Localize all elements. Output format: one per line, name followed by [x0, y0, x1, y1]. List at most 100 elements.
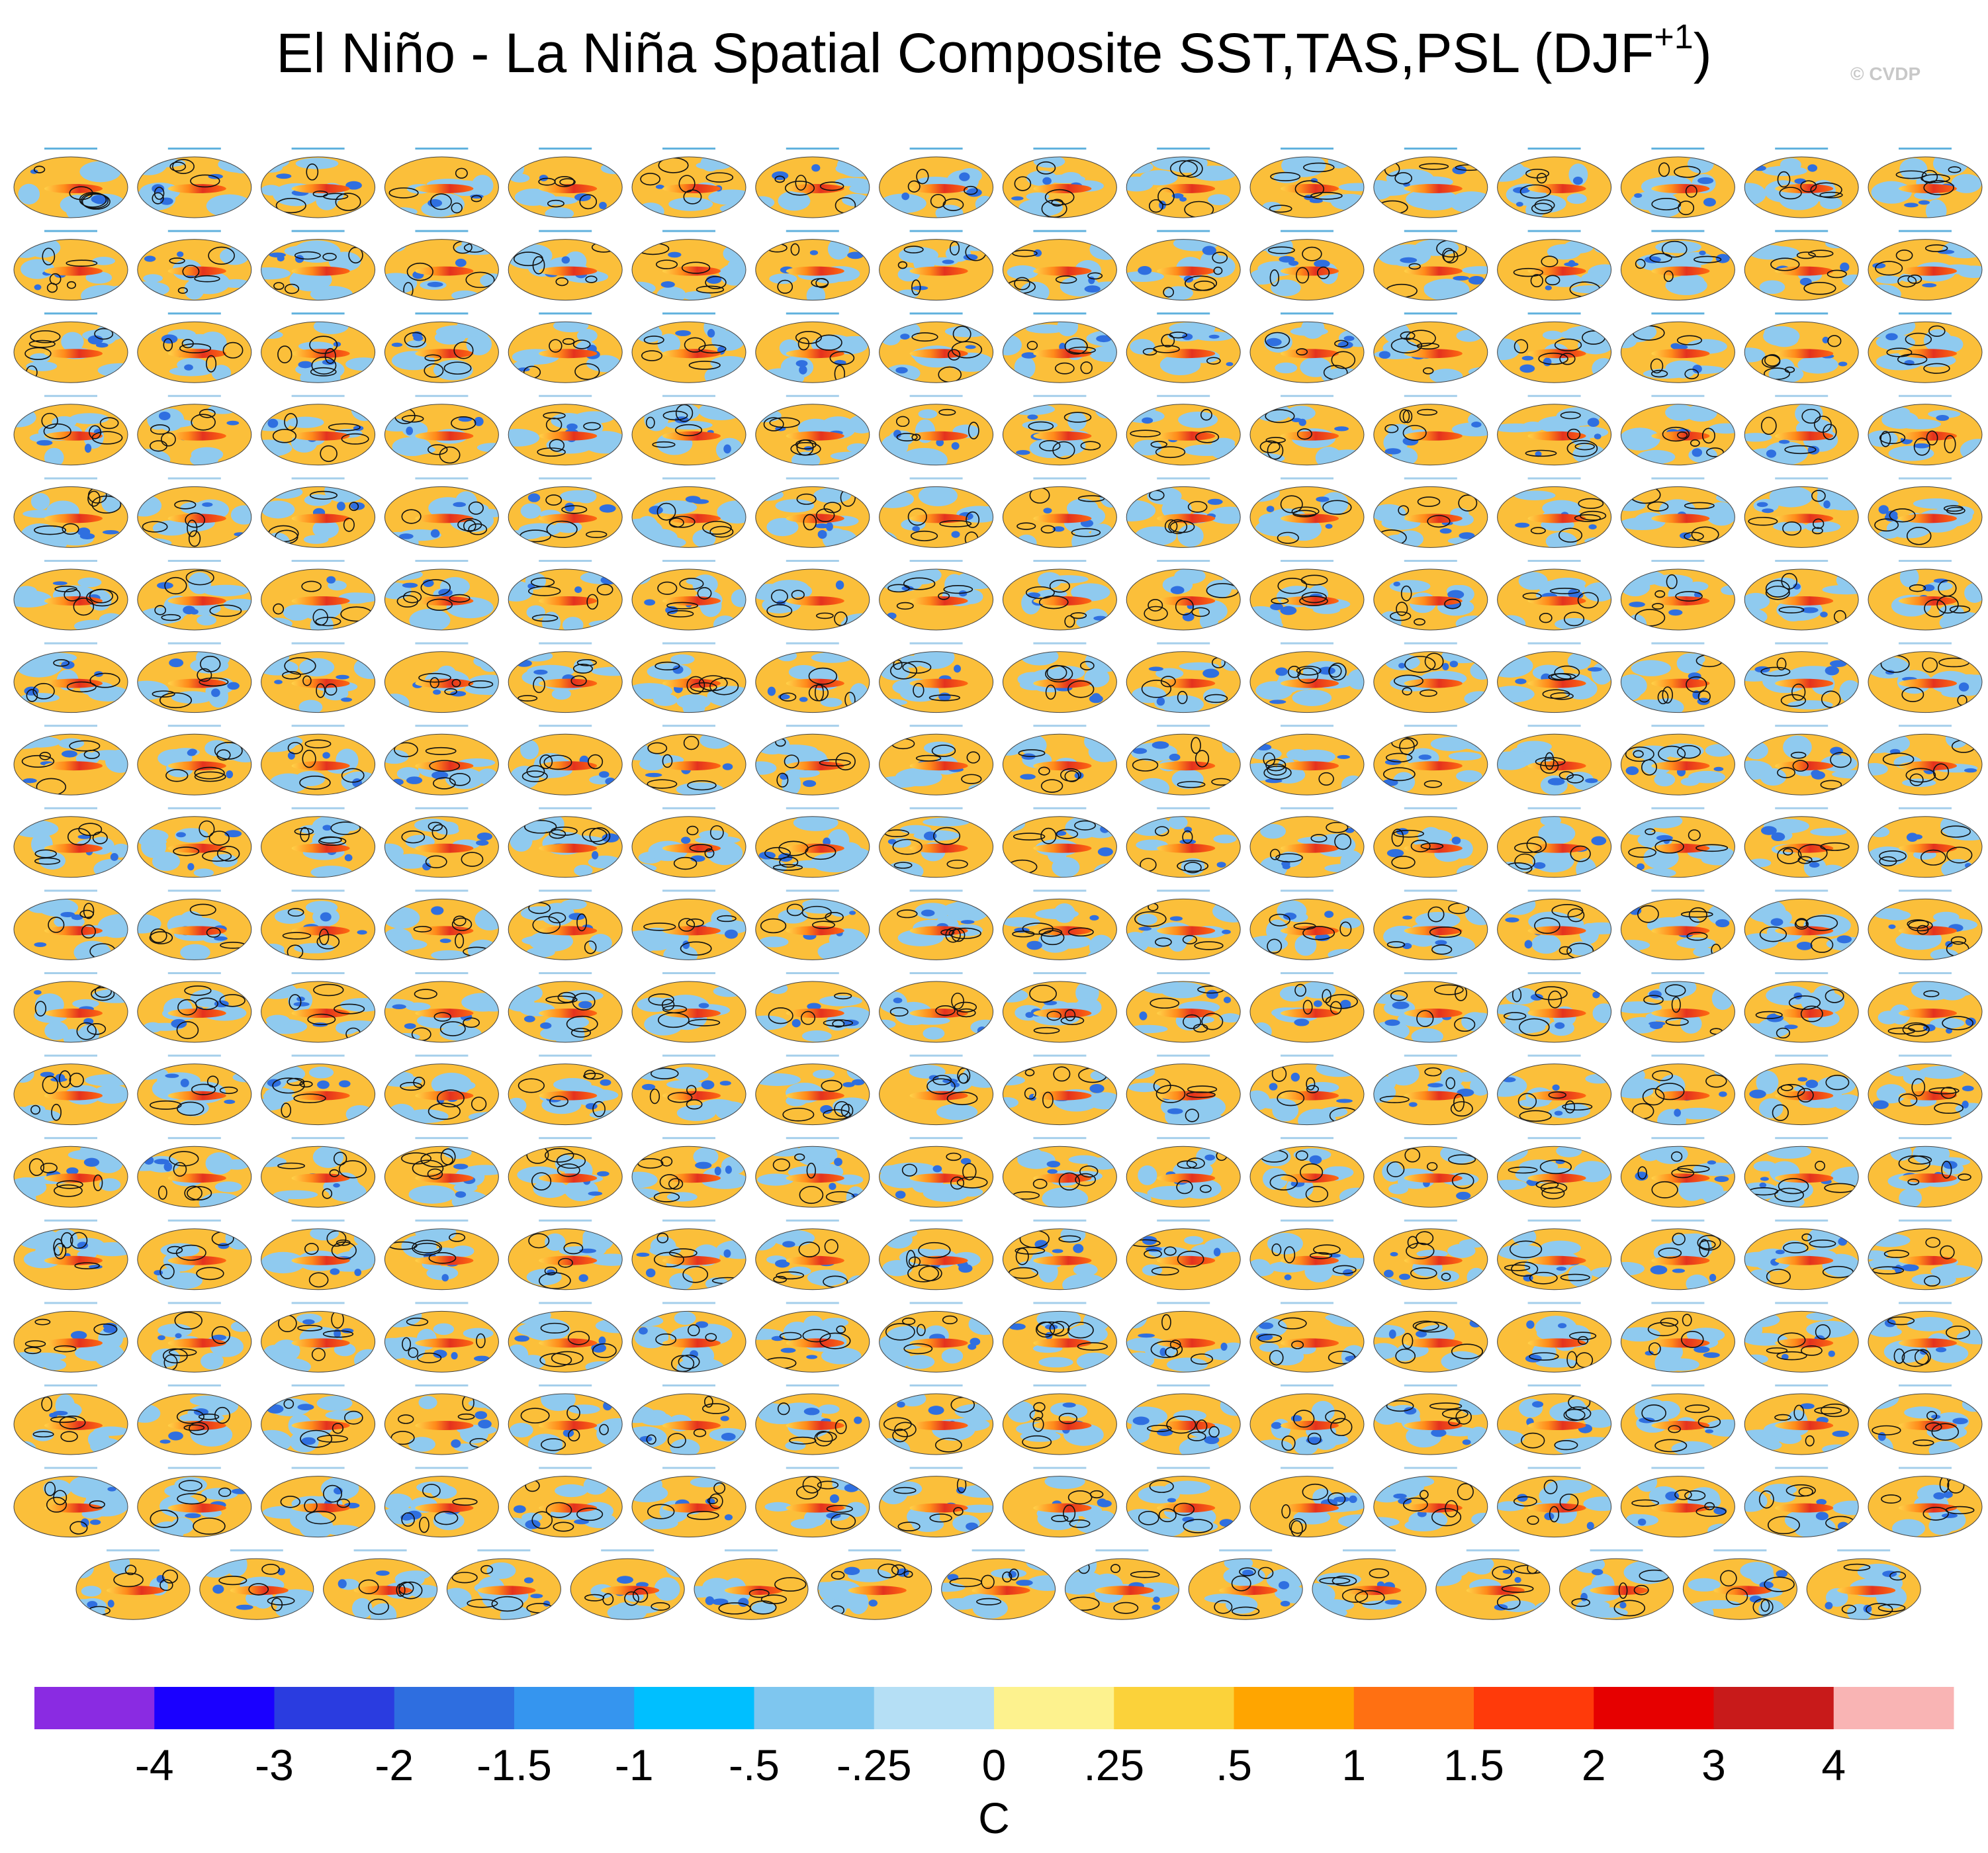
- map-panel: [13, 1054, 128, 1126]
- map-panel: [1249, 807, 1365, 878]
- chart-title: El Niño - La Niña Spatial Composite SST,…: [276, 18, 1712, 84]
- map-panel: [1744, 1054, 1859, 1126]
- map-panel: [1249, 1467, 1365, 1538]
- map-panel: [1868, 889, 1983, 960]
- map-panel: [261, 972, 376, 1043]
- map-panel: [1682, 1549, 1797, 1620]
- map-panel: [631, 394, 746, 466]
- map-panel: [261, 477, 376, 548]
- map-panel: [13, 725, 128, 795]
- map-panel: [755, 1054, 870, 1126]
- map-panel: [13, 477, 128, 548]
- map-panel: [384, 148, 499, 218]
- map-panel: [1002, 477, 1117, 548]
- map-panel: [508, 1054, 623, 1126]
- map-panel: [1744, 807, 1859, 878]
- colorbar-bin: [1234, 1687, 1355, 1729]
- map-panel: [1373, 230, 1488, 301]
- map-panel: [1559, 1549, 1674, 1620]
- colorbar-bin: [1353, 1687, 1474, 1729]
- map-panel: [755, 1219, 870, 1290]
- map-panel: [1497, 972, 1612, 1043]
- map-panel: [13, 1467, 128, 1538]
- map-panel: [137, 807, 252, 878]
- map-panel: [1002, 725, 1117, 795]
- map-panel: [13, 560, 128, 631]
- map-panel: [384, 725, 499, 795]
- colorbar-unit-label: C: [978, 1793, 1010, 1842]
- map-panel: [631, 972, 746, 1043]
- map-panel: [1497, 642, 1612, 713]
- map-panel: [261, 725, 376, 795]
- map-panel: [1620, 1384, 1735, 1455]
- map-panel: [1744, 725, 1859, 795]
- map-panel: [261, 1054, 376, 1126]
- map-panel: [261, 1384, 376, 1455]
- map-panel: [1373, 1467, 1488, 1538]
- map-panel: [384, 560, 499, 631]
- map-panel: [1373, 642, 1488, 713]
- map-panel: [1868, 725, 1983, 795]
- map-panel: [1497, 312, 1612, 383]
- map-panel: [1620, 1054, 1735, 1126]
- map-panel: [1744, 1467, 1859, 1538]
- map-panel: [508, 1137, 623, 1208]
- map-panel: [1002, 807, 1117, 878]
- map-panel-grid: [13, 148, 1983, 1620]
- colorbar-tick-label: -1: [615, 1740, 654, 1789]
- map-panel: [261, 394, 376, 466]
- map-panel: [1620, 725, 1735, 795]
- map-panel: [879, 642, 994, 713]
- map-panel: [1744, 394, 1859, 466]
- map-panel: [1744, 477, 1859, 548]
- map-panel: [1002, 1302, 1117, 1373]
- map-panel: [1126, 889, 1241, 960]
- map-panel: [879, 1467, 994, 1538]
- map-panel: [1249, 560, 1365, 631]
- colorbar-tick-label: 0: [982, 1740, 1007, 1789]
- map-panel: [755, 807, 870, 878]
- map-panel: [384, 807, 499, 878]
- map-panel: [13, 1302, 128, 1373]
- map-panel: [137, 725, 252, 795]
- map-panel: [1497, 1384, 1612, 1455]
- map-panel: [1744, 148, 1859, 218]
- colorbar-tick-label: .5: [1216, 1740, 1252, 1789]
- colorbar-tick-label: .25: [1083, 1740, 1144, 1789]
- colorbar-tick-label: -2: [375, 1740, 414, 1789]
- map-panel: [1868, 148, 1983, 218]
- map-panel: [879, 230, 994, 301]
- map-panel: [1373, 972, 1488, 1043]
- map-panel: [879, 560, 994, 631]
- map-panel: [384, 1219, 499, 1290]
- map-panel: [1002, 642, 1117, 713]
- map-panel: [1249, 312, 1365, 383]
- map-panel: [1744, 560, 1859, 631]
- map-panel: [1868, 477, 1983, 548]
- map-panel: [755, 972, 870, 1043]
- map-panel: [137, 560, 252, 631]
- colorbar-bin: [994, 1687, 1114, 1729]
- map-panel: [879, 312, 994, 383]
- map-panel: [1497, 1219, 1612, 1290]
- map-panel: [261, 807, 376, 878]
- map-panel: [508, 477, 623, 548]
- map-panel: [1373, 1054, 1488, 1126]
- map-panel: [384, 1302, 499, 1373]
- map-panel: [1126, 230, 1241, 301]
- map-panel: [1126, 1384, 1241, 1455]
- map-panel: [1126, 148, 1241, 218]
- map-panel: [13, 889, 128, 960]
- map-panel: [1868, 1302, 1983, 1373]
- map-panel: [631, 312, 746, 383]
- map-panel: [631, 807, 746, 878]
- map-panel: [1620, 1302, 1735, 1373]
- map-panel: [1249, 725, 1365, 795]
- colorbar-bin: [1114, 1687, 1234, 1729]
- map-panel: [261, 230, 376, 301]
- map-panel: [1249, 889, 1365, 960]
- map-panel: [508, 972, 623, 1043]
- map-panel: [1373, 394, 1488, 466]
- map-panel: [137, 642, 252, 713]
- map-panel: [1249, 1302, 1365, 1373]
